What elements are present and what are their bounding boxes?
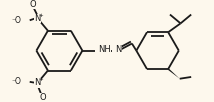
- Text: +: +: [38, 77, 43, 82]
- Text: N: N: [115, 45, 122, 54]
- Polygon shape: [168, 68, 180, 79]
- Text: N: N: [34, 14, 41, 23]
- Text: O: O: [30, 0, 37, 9]
- Text: O: O: [40, 93, 46, 102]
- Text: NH: NH: [98, 45, 111, 54]
- Text: ⁻O: ⁻O: [12, 77, 22, 86]
- Text: ⁻O: ⁻O: [12, 16, 22, 25]
- Text: +: +: [38, 13, 43, 18]
- Text: N: N: [34, 78, 41, 87]
